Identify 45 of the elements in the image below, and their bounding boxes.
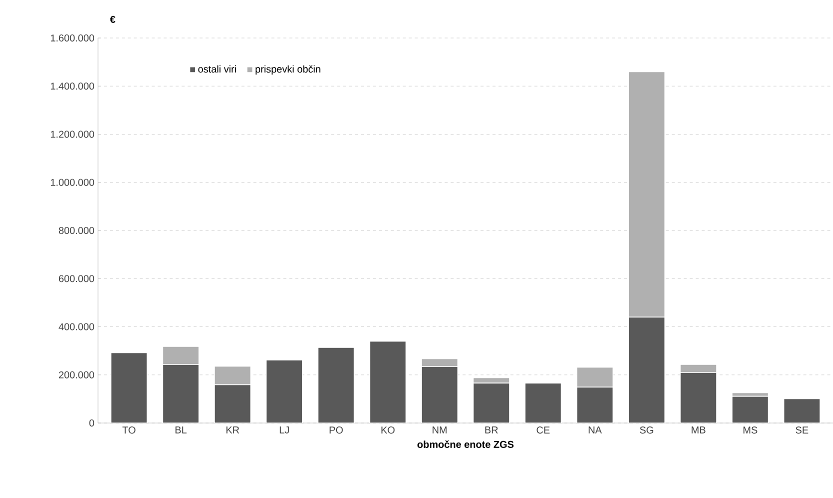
x-tick-label: CE <box>536 426 550 434</box>
bar <box>680 364 717 373</box>
y-tick-label: 200.000 <box>58 371 94 378</box>
y-tick-label: 1.000.000 <box>50 178 94 186</box>
bar <box>214 366 252 386</box>
x-tick-label: KO <box>381 426 395 434</box>
legend-label: prispevki občin <box>256 65 320 75</box>
bar <box>783 398 820 423</box>
x-tick-label: MS <box>744 426 758 434</box>
bar <box>369 340 406 423</box>
bar <box>162 346 200 365</box>
x-axis-title: območne enote ZGS <box>417 440 514 448</box>
bar <box>214 384 252 423</box>
bar <box>266 360 303 423</box>
bar <box>524 382 562 423</box>
x-tick-label: SG <box>640 426 654 434</box>
x-tick-label: KR <box>226 426 240 434</box>
y-tick-label: 1.200.000 <box>50 130 94 138</box>
bar <box>680 372 717 423</box>
x-tick-label: NM <box>432 426 447 434</box>
x-tick-label: MB <box>692 426 706 434</box>
bar <box>110 352 148 423</box>
x-tick-label: BR <box>485 426 498 434</box>
bar <box>576 386 614 423</box>
bar <box>732 396 769 423</box>
bar <box>318 347 355 423</box>
y-tick-label: 400.000 <box>58 323 94 330</box>
x-tick-label: LJ <box>280 426 289 434</box>
bar <box>628 316 666 423</box>
bar <box>472 382 510 423</box>
x-tick-label: PO <box>330 426 343 434</box>
y-tick-label: 600.000 <box>58 275 94 282</box>
y-tick-label: 800.000 <box>58 226 94 234</box>
y-axis-title: € <box>110 16 116 23</box>
bar <box>162 364 200 423</box>
bar <box>576 366 614 388</box>
x-tick-label: NA <box>588 426 602 434</box>
y-tick-label: 1.600.000 <box>50 34 94 42</box>
y-tick-label: 0 <box>89 419 94 427</box>
x-tick-label: BL <box>176 426 187 434</box>
bar <box>421 366 458 423</box>
legend-label: ostali viri <box>198 65 236 73</box>
y-tick-label: 1.400.000 <box>50 82 94 90</box>
x-tick-label: TO <box>122 426 136 434</box>
x-tick-label: SE <box>796 426 808 434</box>
